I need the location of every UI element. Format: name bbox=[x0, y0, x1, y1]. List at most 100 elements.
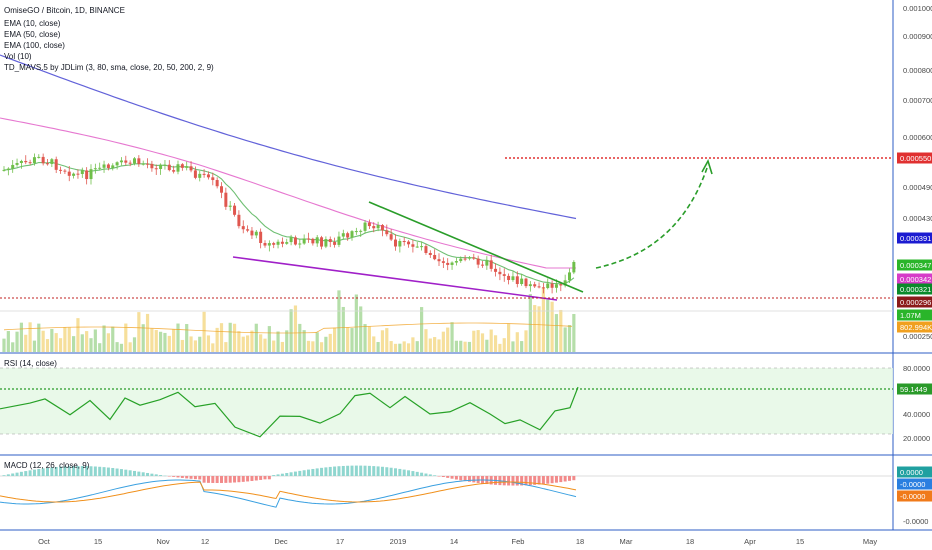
price-tag-label: 1.07M bbox=[900, 311, 921, 320]
wedge-upper-trendline bbox=[368, 201, 584, 293]
trend-drawings bbox=[0, 157, 893, 312]
candle-body bbox=[85, 170, 89, 180]
candle-body bbox=[550, 283, 554, 288]
candle-body bbox=[389, 234, 393, 240]
volume-ma-line bbox=[3, 322, 573, 334]
macd-histogram-bar bbox=[407, 470, 411, 476]
volume-bar bbox=[402, 341, 406, 352]
volume-bar bbox=[367, 326, 371, 352]
candle-body bbox=[133, 158, 136, 164]
rsi-axis-tick-label: 80.0000 bbox=[903, 364, 930, 373]
macd-histogram-bar bbox=[528, 476, 532, 486]
volume-bar bbox=[193, 340, 197, 352]
candle-body bbox=[46, 163, 49, 165]
legend-ema50[interactable]: EMA (50, close) bbox=[4, 30, 61, 39]
macd-histogram-bar bbox=[402, 469, 406, 476]
rsi-title[interactable]: RSI (14, close) bbox=[4, 359, 57, 368]
price-tag-label: 0.000391 bbox=[900, 234, 931, 243]
candle-body bbox=[315, 237, 319, 244]
macd-value-tag-box bbox=[897, 466, 932, 478]
volume-bar bbox=[385, 328, 389, 352]
macd-histogram-bar bbox=[533, 476, 537, 485]
candle-body bbox=[259, 231, 263, 244]
volume-bar bbox=[93, 329, 97, 352]
volume-bar bbox=[554, 314, 559, 352]
macd-histogram-bar bbox=[511, 476, 515, 486]
volume-bar bbox=[546, 299, 550, 352]
macd-histogram-bar bbox=[568, 476, 571, 481]
macd-histogram-bar bbox=[119, 469, 123, 476]
macd-histogram-bar bbox=[315, 468, 319, 476]
candle-body bbox=[515, 276, 519, 285]
volume-bar bbox=[28, 322, 32, 352]
volume-bar bbox=[6, 331, 10, 352]
volume-bar bbox=[276, 331, 280, 352]
candle-body bbox=[359, 230, 363, 232]
macd-histogram-bar bbox=[76, 465, 80, 476]
macd-histogram-bar bbox=[398, 468, 402, 476]
volume-bar bbox=[115, 342, 119, 352]
volume-bar bbox=[302, 330, 306, 352]
macd-histogram-bar bbox=[111, 468, 115, 476]
macd-histogram-bar bbox=[389, 467, 393, 476]
volume-bar bbox=[393, 343, 398, 352]
macd-histogram-bar bbox=[459, 476, 463, 481]
legend-td-mavs[interactable]: TD_MAVS.5 by JDLim (3, 80, sma, close, 2… bbox=[4, 63, 214, 72]
volume-bar bbox=[493, 335, 498, 352]
volume-bar bbox=[498, 343, 502, 352]
volume-bar bbox=[572, 314, 576, 352]
legend-ema100[interactable]: EMA (100, close) bbox=[4, 41, 65, 50]
macd-histogram-bar bbox=[128, 470, 132, 476]
candle-body bbox=[472, 257, 476, 259]
macd-histogram-bar bbox=[24, 471, 28, 476]
macd-histogram-bar bbox=[211, 476, 215, 483]
time-axis-tick-label: Apr bbox=[744, 537, 756, 546]
volume-bar bbox=[354, 294, 358, 352]
candle-body bbox=[115, 162, 119, 166]
macd-value-tag-label: -0.0000 bbox=[900, 492, 925, 501]
candle-body bbox=[59, 169, 63, 171]
volume-bar bbox=[528, 294, 532, 352]
volume-bar bbox=[411, 337, 415, 352]
macd-histogram-bar bbox=[507, 476, 511, 486]
volume-bar bbox=[472, 330, 476, 352]
candle-body bbox=[541, 287, 545, 289]
volume-bar bbox=[132, 337, 137, 352]
macd-histogram-bar bbox=[467, 476, 471, 482]
volume-bar bbox=[463, 341, 467, 352]
macd-histogram-bar bbox=[98, 466, 102, 476]
macd-histogram-bar bbox=[124, 469, 128, 476]
candle-body bbox=[428, 252, 432, 255]
price-tag-box bbox=[897, 232, 932, 244]
candle-body bbox=[11, 164, 15, 169]
legend-volume[interactable]: Vol (10) bbox=[4, 52, 32, 61]
volume-bar bbox=[58, 338, 63, 352]
volume-bar bbox=[50, 329, 54, 352]
candle-body bbox=[163, 164, 167, 166]
volume-bar bbox=[424, 329, 428, 352]
macd-histogram-bar bbox=[502, 476, 506, 486]
volume-bar bbox=[446, 327, 450, 352]
ema-100-line bbox=[0, 54, 577, 220]
legend-ema10[interactable]: EMA (10, close) bbox=[4, 19, 61, 28]
volume-bar bbox=[324, 336, 328, 352]
macd-signal-line bbox=[0, 481, 577, 503]
macd-histogram-bar bbox=[372, 466, 376, 476]
volume-bar bbox=[202, 311, 206, 352]
volume-bar bbox=[106, 333, 110, 352]
macd-histogram-bar bbox=[241, 476, 245, 482]
macd-histogram-bar bbox=[259, 476, 263, 480]
macd-histogram-bar bbox=[520, 476, 524, 486]
volume-bar bbox=[111, 326, 115, 352]
volume-bar bbox=[337, 290, 341, 352]
time-axis-tick-label: 15 bbox=[796, 537, 804, 546]
macd-histogram-bar bbox=[376, 466, 380, 476]
candle-body bbox=[19, 160, 23, 164]
volume-bar bbox=[189, 336, 193, 352]
volume-bar bbox=[507, 323, 511, 352]
macd-histogram-bar bbox=[15, 472, 19, 476]
macd-title[interactable]: MACD (12, 26, close, 9) bbox=[4, 461, 90, 470]
macd-histogram-bar bbox=[141, 472, 145, 476]
legend-symbol[interactable]: OmiseGO / Bitcoin, 1D, BINANCE bbox=[4, 6, 125, 15]
projection-arrow-head bbox=[701, 158, 713, 175]
